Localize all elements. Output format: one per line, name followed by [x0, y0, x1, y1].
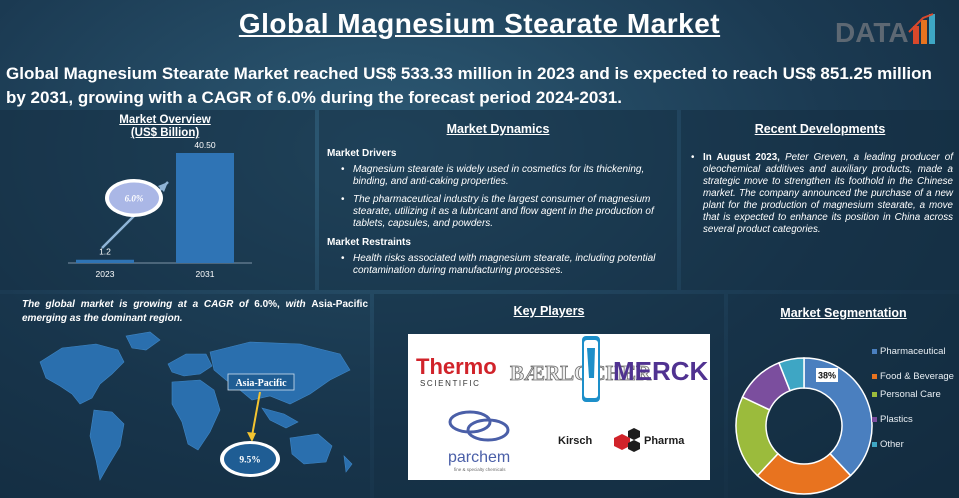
- svg-text:fine & specialty chemicals: fine & specialty chemicals: [454, 467, 506, 472]
- thermo-logo: Thermo: [416, 354, 497, 379]
- market-dynamics-panel: Market Dynamics Market Drivers Magnesium…: [319, 110, 677, 290]
- parchem-logo: parchem: [448, 449, 510, 466]
- legend-item: Other: [872, 439, 958, 451]
- dynamics-title: Market Dynamics: [446, 122, 550, 136]
- driver-item: Magnesium stearate is widely used in cos…: [341, 164, 675, 188]
- legend-label: Other: [880, 439, 904, 450]
- region-label: Asia-Pacific: [235, 378, 287, 389]
- world-map: Asia-Pacific 9.5%: [39, 331, 353, 481]
- market-summary: Global Magnesium Stearate Market reached…: [6, 64, 932, 107]
- regional-map-panel: The global market is growing at a CAGR o…: [0, 294, 370, 498]
- driver-item: The pharmaceutical industry is the large…: [341, 194, 675, 230]
- players-logo-box: Thermo SCIENTIFIC BÆRLOCHER MERCK parche…: [408, 334, 710, 480]
- recent-developments-panel: Recent Developments In August 2023, Pete…: [681, 110, 959, 290]
- svg-text:Pharma: Pharma: [644, 435, 685, 447]
- restraint-item: Health risks associated with magnesium s…: [341, 253, 675, 277]
- bar-value-label: 40.50: [194, 140, 216, 150]
- kirsch-logo: Kirsch: [558, 435, 593, 447]
- baerlocher-logo: BÆRLOCHER: [510, 361, 652, 385]
- overview-title: Market Overview (US$ Billion): [119, 114, 211, 139]
- legend-swatch: [872, 392, 877, 397]
- recent-list: In August 2023, Peter Greven, a leading …: [691, 152, 953, 236]
- region-cagr-badge: 9.5%: [239, 456, 260, 466]
- recent-item: In August 2023, Peter Greven, a leading …: [691, 152, 953, 236]
- bar-2023: [76, 259, 134, 263]
- svg-text:SCIENTIFIC: SCIENTIFIC: [420, 379, 480, 388]
- legend-swatch: [872, 374, 877, 379]
- legend-item: Personal Care: [872, 389, 958, 401]
- restraints-list: Health risks associated with magnesium s…: [341, 253, 675, 277]
- page-title: Global Magnesium Stearate Market: [238, 8, 721, 39]
- datam-logo: DATA: [835, 13, 935, 48]
- legend-item: Plastics: [872, 414, 958, 426]
- segmentation-legend: Pharmaceutical Food & Beverage Personal Ca…: [872, 346, 958, 464]
- segmentation-title: Market Segmentation: [780, 306, 907, 320]
- bar-2031: [176, 153, 234, 263]
- legend-swatch: [872, 417, 877, 422]
- legend-swatch: [872, 442, 877, 447]
- bar-category-label: 2023: [96, 269, 115, 279]
- restraints-heading: Market Restraints: [327, 237, 411, 248]
- market-overview-panel: Market Overview (US$ Billion) 6.0% 1.2 20…: [0, 110, 315, 290]
- cagr-badge: 6.0%: [125, 194, 144, 204]
- donut-slice-pharmaceutical: [803, 357, 873, 477]
- legend-label: Food & Beverage: [880, 371, 954, 382]
- highlight-label: 38%: [818, 371, 836, 381]
- drivers-heading: Market Drivers: [327, 148, 397, 159]
- kirsch-hex-icon: [614, 434, 630, 450]
- recent-title: Recent Developments: [754, 122, 886, 136]
- regional-summary: The global market is growing at a CAGR o…: [22, 299, 369, 324]
- merck-logo: MERCK: [613, 356, 709, 386]
- legend-item: Pharmaceutical: [872, 346, 958, 358]
- bar-value-label: 1.2: [99, 247, 111, 257]
- players-title: Key Players: [513, 304, 585, 318]
- legend-label: Personal Care: [880, 389, 941, 400]
- legend-label: Pharmaceutical: [880, 346, 946, 357]
- overview-bar-chart: 6.0% 1.2 2023 40.50 2031: [68, 140, 252, 279]
- drivers-list: Magnesium stearate is widely used in cos…: [341, 164, 675, 230]
- legend-item: Food & Beverage: [872, 371, 958, 383]
- legend-label: Plastics: [880, 414, 913, 425]
- legend-swatch: [872, 349, 877, 354]
- highlight-label-box: [816, 368, 838, 382]
- segmentation-donut-chart: 38%: [735, 357, 873, 495]
- bar-category-label: 2031: [196, 269, 215, 279]
- donut-slice-other: [777, 357, 805, 392]
- market-segmentation-panel: Market Segmentation 38% Pharmaceutical Fo…: [728, 294, 959, 498]
- parchem-icon: [448, 410, 492, 434]
- key-players-panel: Key Players Thermo SCIENTIFIC BÆRLOCHER …: [374, 294, 724, 498]
- svg-text:DATA: DATA: [835, 17, 909, 48]
